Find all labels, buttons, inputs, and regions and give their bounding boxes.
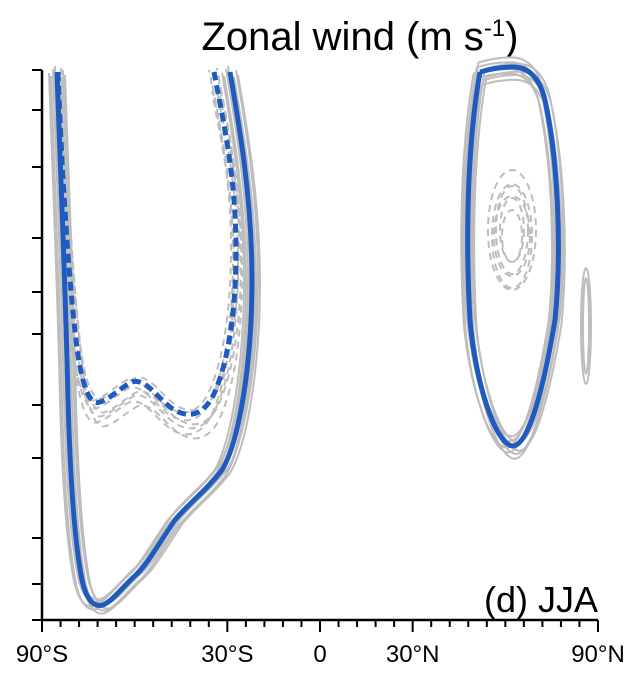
ensemble-dashed-contour (62, 81, 243, 426)
ensemble-westerly-contour (50, 75, 248, 611)
highlight-nh-jet-contour (465, 64, 561, 449)
chart-title-end: ) (505, 15, 518, 59)
ensemble-dashed-contours (52, 67, 537, 440)
ensemble-solid-contours (48, 56, 592, 615)
chart-title: Zonal wind (m s-1) (202, 15, 519, 59)
x-tick-label: 90°S (16, 641, 68, 668)
x-tick-label: 30°S (201, 641, 253, 668)
highlight-dashed-contour (55, 71, 239, 417)
highlight-westerly-contour (54, 71, 255, 608)
x-tick-label: 0 (313, 641, 326, 668)
ensemble-westerly-contour (48, 72, 246, 608)
x-axis-tick-labels: 90°S 30°S 0 30°N 90°N (16, 641, 625, 668)
chart-title-main: Zonal wind (m s (202, 15, 484, 59)
ensemble-nh-dashed-contour (493, 195, 531, 277)
ensemble-nh-dashed-contour (495, 185, 529, 275)
x-tick-label: 30°N (386, 641, 440, 668)
ensemble-dashed-contour (63, 95, 244, 440)
highlight-contours (54, 64, 561, 608)
ensemble-nh-dashed-contour (487, 169, 537, 291)
x-tick-label: 90°N (571, 641, 625, 668)
ensemble-small-contour (580, 267, 592, 385)
x-axis-ticks (41, 620, 599, 632)
panel-label: (d) JJA (484, 579, 598, 620)
ensemble-dashed-contour (52, 69, 233, 414)
ensemble-small-contour (582, 277, 590, 375)
ensemble-dashed-contour (59, 85, 240, 430)
chart-title-superscript: -1 (484, 15, 505, 42)
ensemble-nh-dashed-contour (491, 183, 533, 289)
y-axis-ticks (32, 69, 42, 621)
ensemble-dashed-contour (60, 67, 241, 412)
ensemble-westerly-contour (62, 69, 260, 605)
ensemble-nh-dashed-contour (501, 209, 523, 263)
ensemble-nh-jet-contour (460, 67, 554, 449)
ensemble-westerly-contour (54, 65, 252, 601)
ensemble-westerly-contour (64, 74, 262, 610)
